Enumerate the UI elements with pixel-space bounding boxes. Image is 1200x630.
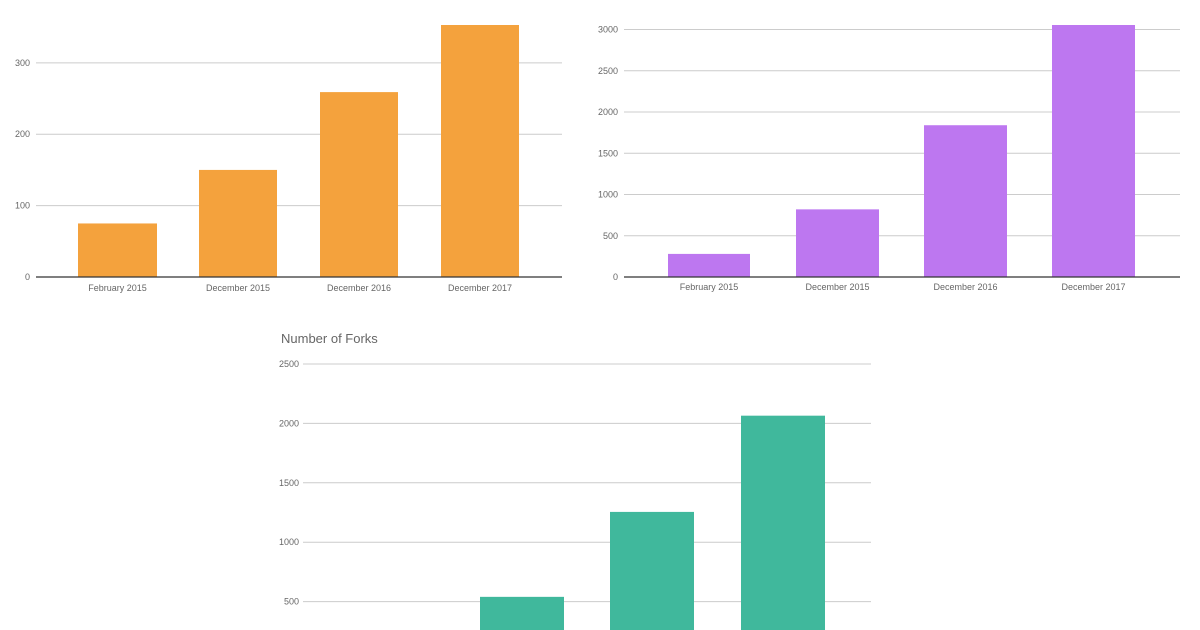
chart-2-y-tick-label: 1500 (598, 148, 618, 158)
chart-2-bar (668, 253, 750, 277)
chart-2-bar (924, 125, 1007, 277)
chart-3-bar (480, 596, 564, 630)
chart-1-y-tick-label: 0 (25, 272, 30, 282)
chart-1-bar (199, 169, 277, 277)
chart-2-x-tick-label: February 2015 (680, 282, 739, 292)
chart-1-y-tick-label: 300 (15, 58, 30, 68)
chart-2-y-tick-label: 500 (603, 231, 618, 241)
chart-3-bar (610, 511, 694, 630)
chart-2-y-tick-label: 0 (613, 272, 618, 282)
chart-3-y-tick-label: 500 (284, 597, 299, 607)
chart-1-y-tick-label: 200 (15, 129, 30, 139)
chart-1-x-tick-label: February 2015 (88, 283, 147, 293)
chart-3: Number of Forks 500 1000 1500 2000 2500 (279, 331, 871, 630)
chart-2-x-tick-label: December 2015 (805, 282, 869, 292)
chart-1-bar (441, 25, 519, 277)
chart-3-y-tick-label: 1500 (279, 478, 299, 488)
chart-3-bar (741, 415, 825, 630)
chart-2-y-tick-label: 1000 (598, 190, 618, 200)
chart-3-y-tick-label: 2500 (279, 359, 299, 369)
chart-1-y-tick-label: 100 (15, 201, 30, 211)
chart-1-x-tick-label: December 2015 (206, 283, 270, 293)
chart-1-bar (78, 223, 157, 277)
chart-1-x-tick-label: December 2017 (448, 283, 512, 293)
chart-3-title: Number of Forks (281, 331, 378, 346)
chart-1-bar (320, 92, 398, 277)
chart-2-bar (796, 209, 879, 277)
chart-2-bar (1052, 25, 1135, 277)
chart-2-y-tick-label: 3000 (598, 25, 618, 35)
chart-2-x-tick-label: December 2017 (1061, 282, 1125, 292)
chart-2-y-tick-label: 2500 (598, 66, 618, 76)
chart-3-y-tick-label: 1000 (279, 537, 299, 547)
chart-2-x-tick-label: December 2016 (933, 282, 997, 292)
chart-1: 0 100 200 300 February 2015 December 2015 Dece… (15, 25, 562, 293)
chart-1-x-tick-label: December 2016 (327, 283, 391, 293)
chart-2: 0 500 1000 1500 2000 2500 3000 February 2015 Dec… (598, 25, 1180, 292)
chart-3-y-tick-label: 2000 (279, 418, 299, 428)
chart-2-y-tick-label: 2000 (598, 107, 618, 117)
